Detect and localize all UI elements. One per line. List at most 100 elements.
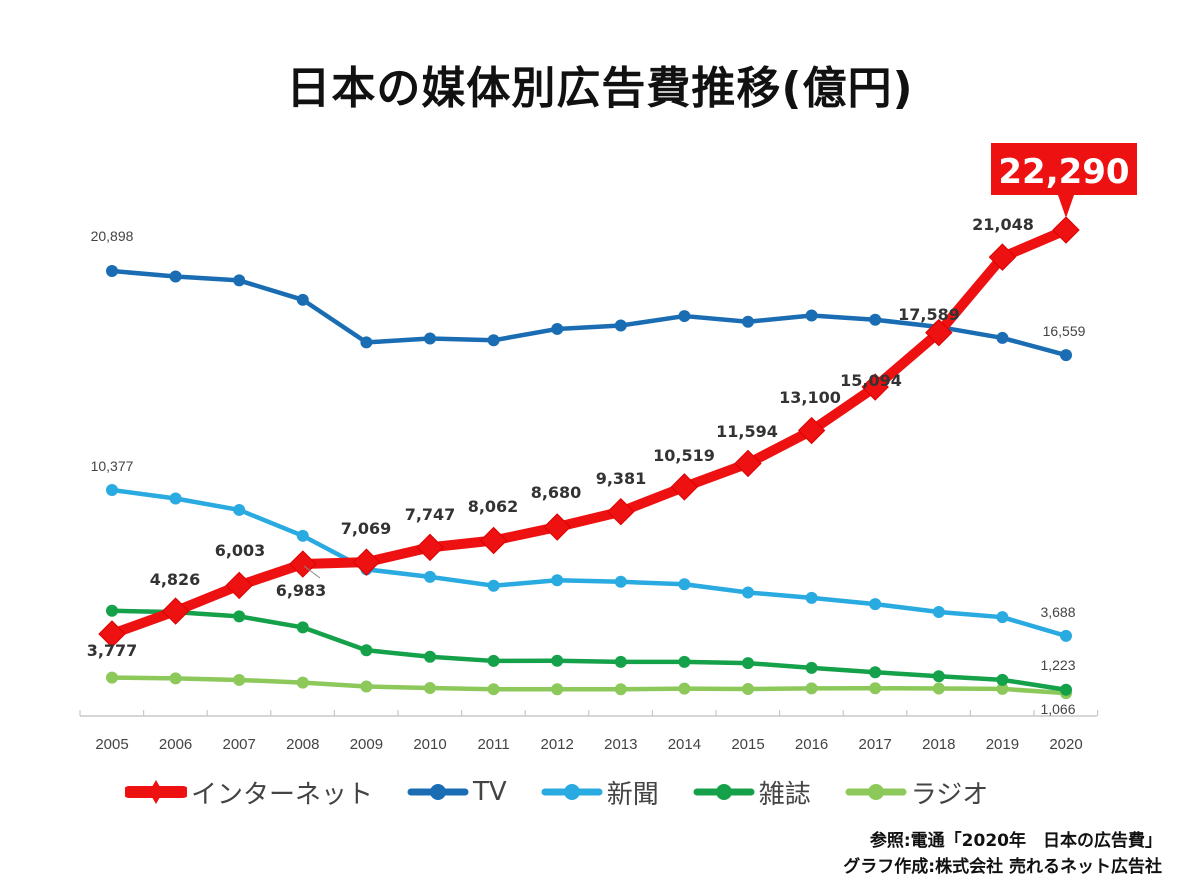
data-label-tv: 20,898: [91, 228, 134, 244]
data-point-diamond: [543, 513, 571, 541]
legend-swatch-tv-icon: [407, 772, 469, 812]
series-radio: [106, 671, 1072, 700]
callout-label: 22,290: [998, 152, 1129, 192]
data-point: [551, 654, 564, 667]
legend-marker: [563, 784, 580, 800]
data-point: [424, 570, 436, 583]
data-label-newspaper: 3,688: [1040, 604, 1075, 620]
data-point: [296, 676, 309, 689]
data-point: [932, 606, 945, 619]
x-tick-label: 2018: [922, 736, 955, 753]
data-point: [805, 309, 818, 322]
data-point: [424, 650, 436, 663]
legend-swatch-graphic: [693, 784, 755, 800]
legend-swatch-newspaper-icon: [541, 772, 603, 812]
data-point: [996, 611, 1009, 624]
data-label-magazine: 1,223: [1040, 657, 1075, 673]
data-point: [487, 579, 500, 592]
legend-label: インターネット: [191, 779, 374, 810]
data-point: [296, 293, 309, 306]
legend-marker: [149, 780, 163, 804]
data-point: [614, 319, 627, 332]
x-tick-label: 2013: [604, 736, 637, 753]
data-point: [996, 673, 1009, 686]
data-point-diamond: [289, 550, 317, 578]
source-note: 参照:電通「2020年 日本の広告費」 グラフ作成:株式会社 売れるネット広告社: [843, 828, 1162, 880]
data-point-diamond: [352, 548, 381, 576]
legend-item-tv: TV: [407, 772, 507, 812]
data-point-diamond: [98, 620, 126, 648]
data-point-diamond: [734, 449, 762, 478]
source-reference: 参照:電通「2020年 日本の広告費」: [869, 831, 1162, 851]
data-point: [424, 332, 436, 345]
data-point: [106, 671, 118, 684]
data-point-diamond: [1052, 216, 1080, 244]
data-point: [424, 682, 436, 695]
data-label-internet: 21,048: [972, 215, 1034, 234]
data-label-internet: 9,381: [596, 469, 647, 488]
series-line: [107, 225, 1071, 639]
data-point: [742, 586, 754, 599]
legend-swatch-radio-icon: [845, 772, 907, 812]
legend-label: TV: [473, 777, 507, 807]
data-label-internet: 8,062: [468, 497, 519, 516]
x-tick-label: 2015: [731, 736, 764, 753]
leader-line: [303, 565, 321, 579]
data-point: [678, 682, 691, 695]
legend: インターネット TV 新聞 雑誌 ラジオ: [123, 772, 1022, 812]
series-line: [109, 268, 1069, 358]
data-point: [487, 683, 500, 696]
legend-swatch-graphic: [123, 780, 189, 804]
x-tick-label: 2008: [286, 736, 319, 753]
data-point: [869, 598, 882, 611]
data-point: [169, 492, 182, 505]
series-layer: [98, 216, 1080, 700]
data-point: [233, 673, 246, 686]
data-point: [678, 578, 691, 591]
data-point: [805, 682, 818, 695]
data-point-diamond: [416, 533, 444, 562]
data-point: [233, 274, 246, 287]
legend-item-internet: インターネット: [123, 772, 374, 812]
data-label-internet: 8,680: [531, 483, 582, 502]
data-point-diamond: [988, 243, 1017, 271]
x-tick-label: 2007: [223, 736, 256, 753]
data-point: [932, 670, 945, 683]
data-point-diamond: [161, 597, 190, 625]
data-label-internet: 4,826: [150, 570, 201, 589]
legend-item-radio: ラジオ: [845, 772, 988, 812]
x-tick-label: 2016: [795, 736, 828, 753]
x-tick-label: 2009: [350, 736, 383, 753]
data-point: [742, 315, 754, 328]
legend-marker: [867, 784, 884, 800]
x-tick-label: 2006: [159, 736, 192, 753]
data-point-diamond: [225, 571, 253, 600]
legend-label: ラジオ: [910, 779, 989, 810]
data-point: [932, 682, 945, 695]
data-point: [169, 270, 182, 283]
data-point: [360, 680, 373, 693]
legend-swatch-internet-icon: [123, 772, 189, 812]
data-point-diamond: [607, 497, 635, 526]
legend-swatch-magazine-icon: [693, 772, 755, 812]
data-point: [1060, 629, 1072, 642]
data-point: [869, 666, 882, 679]
x-tick-label: 2010: [413, 736, 446, 753]
legend-marker: [715, 784, 732, 800]
data-label-internet: 6,003: [215, 541, 266, 560]
data-point: [869, 682, 882, 695]
data-point: [996, 682, 1009, 695]
data-point: [487, 654, 500, 667]
series-tv: [106, 265, 1072, 362]
data-point-diamond: [479, 526, 508, 555]
data-point: [805, 661, 818, 674]
data-point: [106, 604, 118, 617]
data-point: [614, 655, 627, 668]
data-label-internet: 7,069: [341, 519, 392, 538]
data-point: [551, 683, 564, 696]
data-point: [106, 483, 118, 496]
legend-swatch-graphic: [541, 784, 603, 800]
data-point: [169, 672, 182, 685]
series-line: [109, 675, 1069, 696]
data-point: [614, 575, 627, 588]
